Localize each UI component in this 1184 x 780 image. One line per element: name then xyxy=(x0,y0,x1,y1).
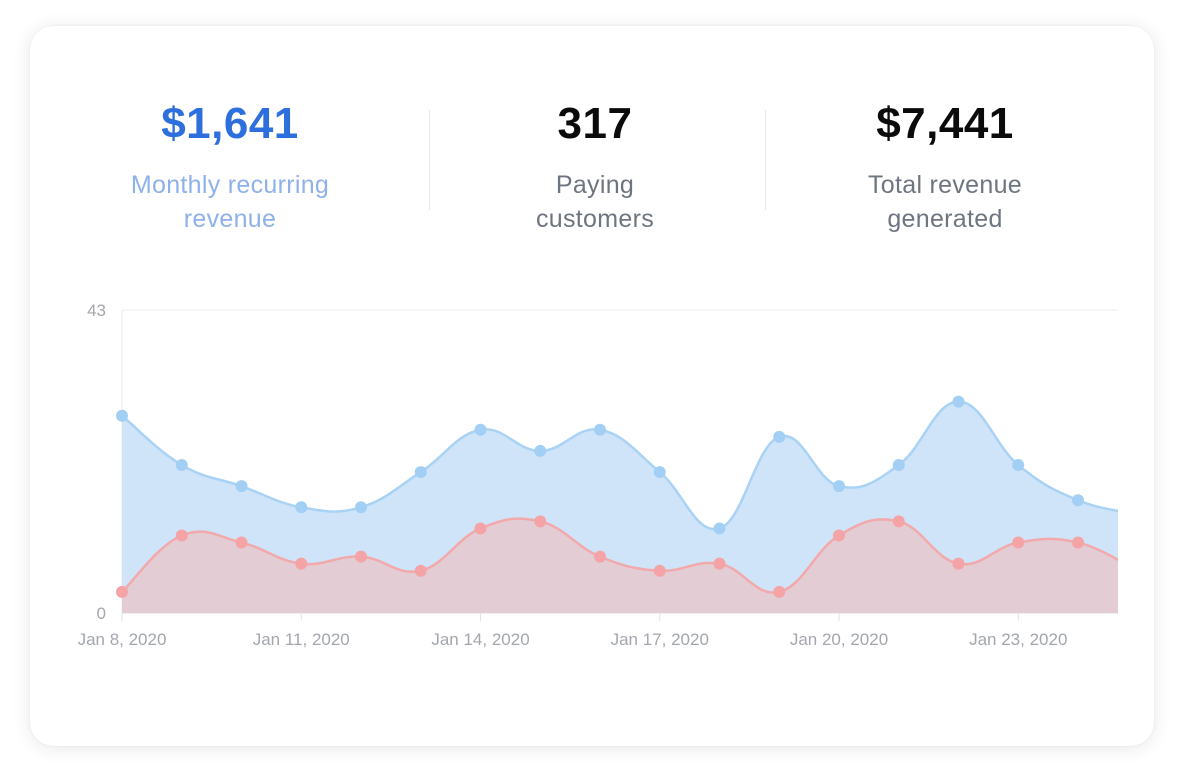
stat-mrr-label: Monthly recurring revenue xyxy=(105,168,355,236)
data-point-blue xyxy=(355,501,367,514)
data-point-red xyxy=(474,522,487,535)
data-point-blue xyxy=(295,501,308,514)
data-point-blue xyxy=(594,423,606,436)
stats-card: $1,641 Monthly recurring revenue 317 Pay… xyxy=(30,26,1154,746)
stat-total-revenue-label: Total revenue generated xyxy=(820,168,1070,236)
data-point-blue xyxy=(952,395,965,408)
stat-customers-label-line1: Paying xyxy=(555,171,635,199)
data-point-red xyxy=(653,564,666,577)
data-point-red xyxy=(952,557,965,570)
data-point-blue xyxy=(1072,494,1084,507)
data-point-red xyxy=(116,585,128,598)
data-point-red xyxy=(892,515,905,528)
data-point-red xyxy=(713,557,726,570)
data-point-blue xyxy=(175,459,188,472)
x-tick-label: Jan 17, 2020 xyxy=(611,630,709,649)
data-point-red xyxy=(773,585,786,598)
data-point-red xyxy=(594,550,606,563)
data-point-blue xyxy=(653,466,666,479)
data-point-blue xyxy=(773,430,786,443)
stat-customers: 317 Paying customers xyxy=(485,98,705,236)
stat-total-revenue: $7,441 Total revenue generated xyxy=(820,98,1070,236)
data-point-blue xyxy=(235,480,248,493)
data-point-red xyxy=(534,515,547,528)
stats-divider xyxy=(429,110,430,210)
plot-area xyxy=(122,400,1118,613)
stat-customers-label: Paying customers xyxy=(485,168,705,236)
stat-customers-value: 317 xyxy=(557,99,633,148)
y-tick-label: 43 xyxy=(87,301,106,320)
stat-mrr: $1,641 Monthly recurring revenue xyxy=(105,98,355,236)
x-tick-label: Jan 20, 2020 xyxy=(790,630,888,649)
stat-mrr-label-line1: Monthly recurring xyxy=(130,171,330,199)
stat-total-revenue-value: $7,441 xyxy=(876,99,1014,148)
data-point-blue xyxy=(892,459,905,472)
x-tick-label: Jan 11, 2020 xyxy=(253,630,350,649)
data-point-blue xyxy=(116,409,128,422)
data-point-blue xyxy=(534,444,547,457)
stat-total-revenue-label-line1: Total revenue xyxy=(868,171,1022,199)
data-point-red xyxy=(833,529,845,542)
data-point-red xyxy=(414,564,427,577)
series-area-red xyxy=(122,518,1118,613)
data-point-red xyxy=(1012,536,1025,549)
x-tick-label: Jan 8, 2020 xyxy=(78,630,167,649)
x-tick-label: Jan 14, 2020 xyxy=(431,630,529,649)
data-point-red xyxy=(175,529,188,542)
stat-mrr-label-line2: revenue xyxy=(183,205,277,233)
y-tick-label: 0 xyxy=(97,604,106,623)
x-tick-label: Jan 23, 2020 xyxy=(969,630,1067,649)
data-point-red xyxy=(1072,536,1084,549)
data-point-blue xyxy=(1012,459,1025,472)
data-point-red xyxy=(295,557,308,570)
data-point-red xyxy=(235,536,248,549)
stat-mrr-value: $1,641 xyxy=(161,99,299,148)
stats-row: $1,641 Monthly recurring revenue 317 Pay… xyxy=(30,98,1154,248)
data-point-blue xyxy=(833,480,845,493)
stat-customers-label-line2: customers xyxy=(535,205,654,233)
data-point-red xyxy=(355,550,367,563)
stats-divider xyxy=(765,110,766,210)
stat-total-revenue-label-line2: generated xyxy=(887,205,1003,233)
data-point-blue xyxy=(713,522,726,535)
data-point-blue xyxy=(474,423,487,436)
data-point-blue xyxy=(414,466,427,479)
